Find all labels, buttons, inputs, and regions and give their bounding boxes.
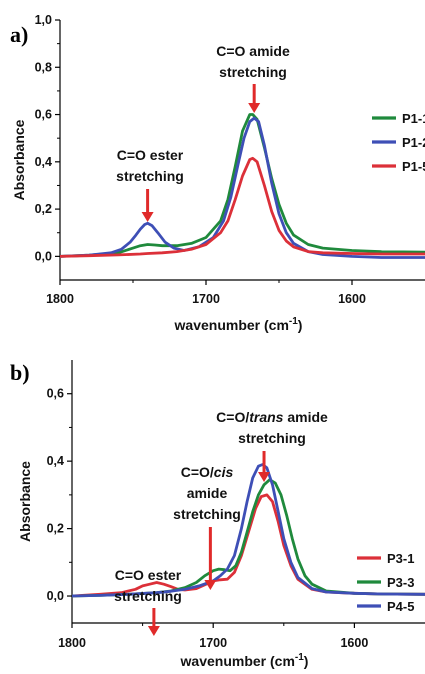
series-line-p1-5 (60, 156, 425, 258)
annotation-arrow-head (248, 103, 261, 113)
y-tick-label: 0,0 (35, 249, 52, 263)
y-tick-label: 0,0 (47, 589, 64, 603)
x-tick-label: 1600 (340, 636, 368, 650)
annotation-text: stretching (116, 168, 184, 184)
annotation-arrow-head (204, 580, 217, 590)
series-line-p3-3 (72, 478, 425, 598)
x-axis-title: wavenumber (cm-1) (180, 652, 309, 669)
panel-label: b) (10, 360, 30, 385)
legend-label: P1-2 (402, 135, 425, 150)
annotation-text: C=O/trans amide (216, 409, 328, 425)
x-tick-label: 1600 (338, 292, 366, 306)
panel-a: a) 0,0 0,2 0,4 0,6 0,8 1,0 1800 1700 1600 Absorban… (10, 13, 425, 333)
series-line-p1-2 (60, 116, 425, 259)
x-tick-label: 1800 (46, 292, 74, 306)
annotation-text: stretching (173, 506, 241, 522)
y-tick-label: 0,2 (47, 522, 64, 536)
y-axis-title: Absorbance (11, 119, 27, 200)
y-tick-label: 1,0 (35, 13, 52, 27)
y-tick-label: 0,2 (35, 202, 52, 216)
legend-label: P3-1 (387, 551, 414, 566)
x-axis-title: wavenumber (cm-1) (174, 316, 303, 333)
x-tick-label: 1700 (199, 636, 227, 650)
annotation-arrow-head (147, 626, 160, 636)
annotation-arrow-head (258, 472, 271, 482)
x-tick-label: 1700 (192, 292, 220, 306)
annotation-text: stretching (114, 588, 182, 604)
series-line-p1-1 (60, 113, 425, 258)
y-tick-label: 0,6 (47, 387, 64, 401)
series-line-p4-5 (72, 463, 425, 598)
annotation-text: C=O ester (115, 567, 182, 583)
y-tick-label: 0,8 (35, 60, 52, 74)
annotation-text: amide (187, 485, 228, 501)
annotation-text: stretching (219, 64, 287, 80)
annotation-text: stretching (238, 430, 306, 446)
y-tick-label: 0,6 (35, 108, 52, 122)
y-tick-label: 0,4 (47, 454, 64, 468)
annotation-text: C=O amide (216, 43, 290, 59)
legend-label: P3-3 (387, 575, 414, 590)
annotation-text: C=O/cis (181, 464, 234, 480)
legend-label: P1-5 (402, 159, 425, 174)
legend-label: P4-5 (387, 599, 414, 614)
panel-label: a) (10, 22, 28, 47)
annotation-text: C=O ester (117, 147, 184, 163)
x-tick-label: 1800 (58, 636, 86, 650)
y-axis-title: Absorbance (17, 461, 33, 542)
panel-b: b) 0,0 0,2 0,4 0,6 1800 1700 1600 Absorbance wave… (10, 360, 425, 669)
annotation-arrow-head (141, 212, 154, 222)
y-tick-label: 0,4 (35, 155, 52, 169)
legend-label: P1-1 (402, 111, 425, 126)
